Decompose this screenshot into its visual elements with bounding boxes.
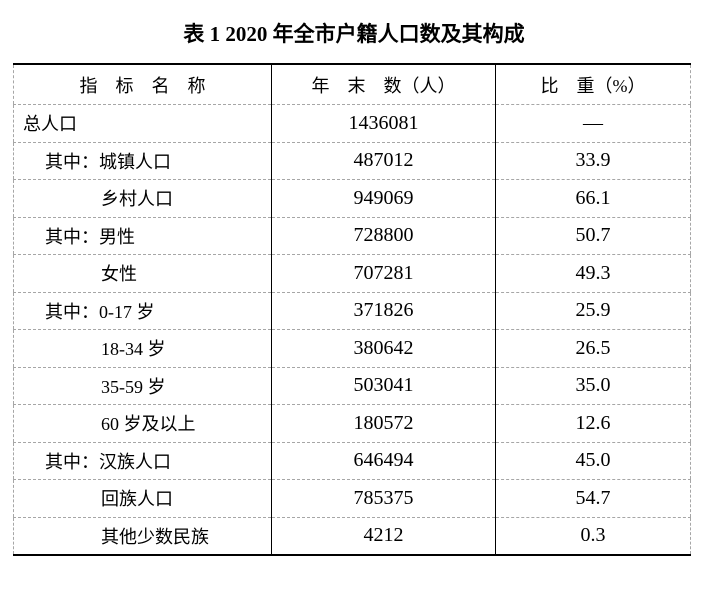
share-percent-cell: 49.3 <box>495 254 691 293</box>
year-end-count-cell: 487012 <box>271 142 496 180</box>
table-row: 35-59 岁 503041 35.0 <box>13 367 691 405</box>
indicator-name-cell: 总人口 <box>13 104 272 143</box>
share-percent-cell: 0.3 <box>580 524 606 547</box>
header-share-percent: 比 重（%） <box>495 64 691 105</box>
share-percent-cell: 54.7 <box>495 479 691 518</box>
table-row: 女性 707281 49.3 <box>13 254 691 293</box>
table-title: 表 1 2020 年全市户籍人口数及其构成 <box>183 22 525 46</box>
table-row: 乡村人口 949069 66.1 <box>13 179 691 218</box>
table-row: 总人口 1436081— <box>13 104 691 143</box>
table-row: 回族人口 785375 54.7 <box>13 479 691 518</box>
indicator-name-cell: 乡村人口 <box>13 179 272 218</box>
header-indicator-name: 指 标 名 称 <box>13 64 272 105</box>
table-row: 18-34 岁 380642 26.5 <box>13 329 691 368</box>
year-end-count-cell: 707281 <box>271 254 496 293</box>
year-end-count-cell: 371826 <box>271 292 496 330</box>
year-end-count-cell: 949069 <box>271 179 496 218</box>
share-percent-cell: 12.6 <box>495 404 691 443</box>
indicator-name-cell: 其中：汉族人口 <box>13 442 272 480</box>
indicator-name-cell: 其中：男性 <box>13 217 272 255</box>
indicator-name-cell: 其中：城镇人口 <box>13 142 272 180</box>
share-percent-cell: — <box>495 104 691 143</box>
year-end-count-cell: 646494 <box>271 442 496 480</box>
share-percent-cell: 25.9 <box>495 292 691 330</box>
document-page: 表 1 2020 年全市户籍人口数及其构成 指 标 名 称 年 末 数（人） 比… <box>0 21 708 556</box>
share-percent-cell: 26.5 <box>495 329 691 368</box>
table-row: 60 岁及以上 180572 12.6 <box>13 404 691 443</box>
indicator-name-cell: 其他少数民族 <box>13 517 272 555</box>
header-year-end-count: 年 末 数（人） <box>271 64 496 105</box>
indicator-name-cell: 回族人口 <box>13 479 272 518</box>
table-row: 其中：汉族人口 646494 45.0 <box>13 442 691 480</box>
year-end-count-cell: 4212 <box>271 517 496 555</box>
year-end-count-cell: 503041 <box>271 367 496 405</box>
year-end-count-cell: 180572 <box>271 404 496 443</box>
indicator-name-cell: 其中：0-17 岁 <box>13 292 272 330</box>
share-percent-cell: 50.7 <box>495 217 691 255</box>
indicator-name-cell: 女性 <box>13 254 272 293</box>
year-end-count-cell: 1436081 <box>271 104 496 143</box>
share-percent-cell: 66.1 <box>495 179 691 218</box>
header-row: 指 标 名 称 年 末 数（人） 比 重（%） <box>13 64 691 105</box>
year-end-count-cell: 728800 <box>271 217 496 255</box>
table-row: 其他少数民族 4212 0.3 <box>13 517 691 555</box>
table-row: 其中：城镇人口 487012 33.9 <box>13 142 691 180</box>
year-end-count-cell: 380642 <box>271 329 496 368</box>
share-percent-cell: 33.9 <box>495 142 691 180</box>
share-percent-cell: 35.0 <box>495 367 691 405</box>
share-percent-cell: 45.0 <box>495 442 691 480</box>
indicator-name-cell: 60 岁及以上 <box>13 404 272 443</box>
table-row: 其中：0-17 岁 371826 25.9 <box>13 292 691 330</box>
table-header: 指 标 名 称 年 末 数（人） 比 重（%） <box>13 64 691 105</box>
population-table: 指 标 名 称 年 末 数（人） 比 重（%） 总人口 1436081— 其中：城镇… <box>13 63 691 556</box>
indicator-name-cell: 35-59 岁 <box>13 367 272 405</box>
table-body: 总人口 1436081— 其中：城镇人口 487012 33.9 乡村人口 949069 66… <box>13 104 691 555</box>
table-row: 其中：男性 728800 50.7 <box>13 217 691 255</box>
year-end-count-cell: 785375 <box>271 479 496 518</box>
indicator-name-cell: 18-34 岁 <box>13 329 272 368</box>
